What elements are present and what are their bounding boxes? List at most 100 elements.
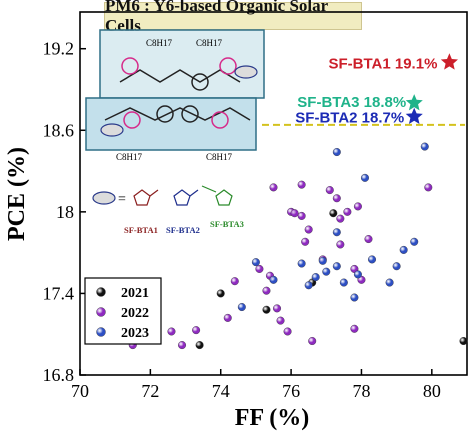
point-2023 [410, 237, 419, 246]
point-2022 [364, 235, 373, 244]
point-2022 [304, 225, 313, 234]
point-2022 [301, 237, 310, 246]
point-2023 [339, 278, 348, 287]
point-2023 [353, 270, 362, 279]
legend-marker-2021 [96, 287, 106, 297]
end-group-icon [234, 65, 258, 79]
axis-ticks: 70 72 74 76 78 80 16.8 17.4 18 18.6 19.2 [43, 39, 441, 401]
point-2023 [368, 255, 377, 264]
side-chain-label: C8H17 [206, 152, 233, 162]
side-chain-label: C8H17 [196, 38, 223, 48]
point-2023 [318, 256, 327, 265]
ring-icon [156, 105, 174, 123]
point-2023 [332, 228, 341, 237]
legend-marker-2022 [96, 307, 106, 317]
x-tick-label: 78 [352, 381, 370, 401]
point-2022 [336, 214, 345, 223]
y-tick-label: 17.4 [43, 283, 75, 303]
y-tick-label: 16.8 [43, 365, 75, 385]
point-2023 [269, 275, 278, 284]
highlight-label-sf-bta1: SF-BTA1 19.1% [328, 55, 437, 72]
point-2023 [350, 293, 359, 302]
inset-backbone [104, 69, 251, 121]
end-group-key-icon [92, 191, 116, 205]
point-2023 [385, 278, 394, 287]
legend-label-2023: 2023 [121, 326, 149, 341]
star-marker-sf-bta2 [405, 107, 423, 124]
point-2022 [350, 324, 359, 333]
y-tick-label: 18.6 [43, 120, 75, 140]
molecule-sf-bta2-sketch [173, 189, 199, 206]
point-2022 [283, 327, 292, 336]
x-tick-label: 80 [423, 381, 441, 401]
legend-marker-2023 [96, 327, 106, 337]
y-tick-label: 19.2 [43, 39, 75, 59]
x-axis-label: FF (%) [235, 405, 309, 431]
point-2022 [332, 194, 341, 203]
y-tick-label: 18 [56, 202, 74, 222]
side-chain-label: C8H17 [116, 152, 143, 162]
highlight-stars: SF-BTA1 19.1% SF-BTA3 18.8%SF-BTA2 18.7% [295, 53, 458, 127]
point-2023 [251, 258, 260, 267]
molecule-inset: C8H17 C8H17 C8H17 C8H17 = SF-BTA1 SF-BTA… [85, 29, 265, 235]
ring-icon [191, 73, 209, 91]
star-marker-sf-bta3 [405, 94, 423, 111]
point-2023 [311, 273, 320, 282]
point-2022 [269, 183, 278, 192]
molecule-label-sf-bta2: SF-BTA2 [166, 225, 200, 235]
point-2021 [262, 305, 271, 314]
point-2023 [399, 245, 408, 254]
point-2023 [322, 267, 331, 276]
point-2023 [237, 303, 246, 312]
point-2022 [273, 304, 282, 313]
point-2023 [304, 281, 313, 290]
point-2022 [262, 286, 271, 295]
point-2022 [192, 326, 201, 335]
star-marker-sf-bta1 [440, 53, 458, 70]
point-2022 [230, 277, 239, 286]
point-2022 [308, 337, 317, 346]
point-2021 [329, 209, 338, 218]
point-2022 [276, 316, 285, 325]
point-2022 [255, 264, 264, 273]
y-axis-label: PCE (%) [4, 147, 30, 241]
point-2023 [420, 142, 429, 151]
inset-rings [121, 57, 237, 129]
point-2022 [353, 202, 362, 211]
ring-icon [121, 57, 139, 75]
point-2022 [167, 327, 176, 336]
data-points [128, 142, 468, 350]
point-2022 [297, 211, 306, 220]
molecule-label-sf-bta3: SF-BTA3 [210, 219, 244, 229]
plot-frame [79, 11, 468, 376]
legend-label-2021: 2021 [121, 286, 149, 301]
point-2023 [297, 259, 306, 268]
point-2022 [336, 240, 345, 249]
end-group-icon [100, 123, 124, 137]
highlight-label-sf-bta2: SF-BTA2 18.7% [295, 110, 404, 127]
x-tick-label: 72 [141, 381, 159, 401]
point-2022 [424, 183, 433, 192]
molecule-sf-bta1-sketch [133, 189, 159, 206]
point-2022 [297, 180, 306, 189]
legend-label-2022: 2022 [121, 306, 149, 321]
inset-panel-top [99, 29, 265, 99]
molecule-label-sf-bta1: SF-BTA1 [124, 225, 158, 235]
molecule-sf-bta3-sketch [201, 185, 233, 206]
point-2023 [332, 148, 341, 157]
point-2022 [290, 209, 299, 218]
point-2022 [178, 341, 187, 350]
point-2023 [332, 262, 341, 271]
point-2023 [392, 262, 401, 271]
x-tick-label: 76 [282, 381, 300, 401]
ring-icon [123, 111, 141, 129]
point-2021 [195, 341, 204, 350]
x-tick-label: 74 [212, 381, 230, 401]
ring-icon [219, 57, 237, 75]
point-2022 [343, 207, 352, 216]
legend: 2021 2022 2023 [84, 277, 162, 345]
point-2021 [216, 289, 225, 298]
point-2021 [459, 337, 468, 346]
equals-sign: = [118, 192, 126, 207]
